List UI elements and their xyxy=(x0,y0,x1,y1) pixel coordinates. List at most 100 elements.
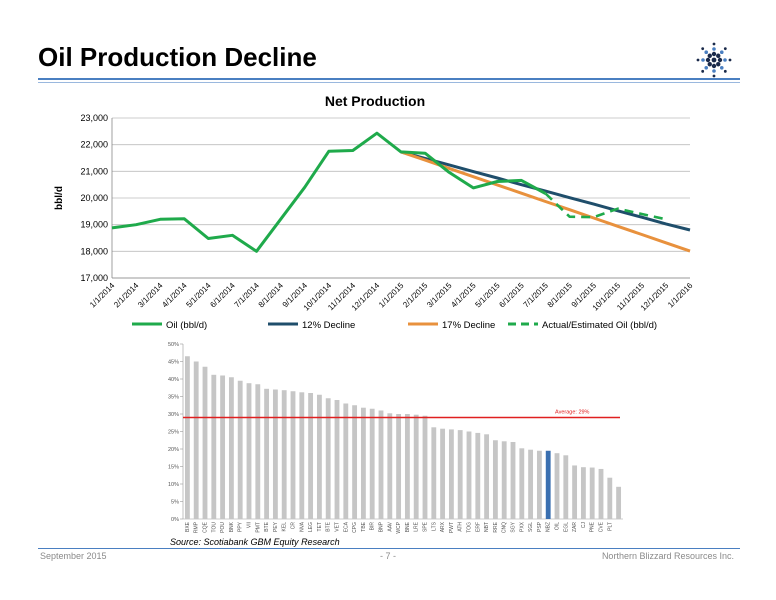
logo-dot xyxy=(711,63,717,69)
bar-BNE xyxy=(404,414,410,519)
bar-RMP xyxy=(193,361,199,519)
bar-PEY xyxy=(272,389,278,519)
x-tick-label: PXX xyxy=(519,521,525,532)
x-tick-label: 5/1/2015 xyxy=(473,281,502,310)
x-tick-label: TET xyxy=(317,522,323,531)
bar-CVE xyxy=(598,468,604,519)
logo-dot xyxy=(705,57,711,63)
x-tick-label: BXE xyxy=(185,521,191,532)
x-tick-label: PLT xyxy=(607,522,613,531)
x-tick-label: BIR xyxy=(370,522,376,531)
logo-dot xyxy=(728,58,732,62)
x-tick-label: 7/1/2014 xyxy=(233,281,262,310)
x-tick-label: VII xyxy=(247,522,253,528)
bar-VET xyxy=(334,400,340,519)
x-tick-label: PSP xyxy=(537,521,543,532)
x-tick-label: KEL xyxy=(282,522,288,532)
chart-title: Net Production xyxy=(325,93,425,109)
y-tick-label: 30% xyxy=(168,412,179,418)
x-tick-label: ARX xyxy=(440,521,446,532)
bar-BTE xyxy=(264,388,270,519)
y-tick-label: 10% xyxy=(168,482,179,488)
bar-NVA xyxy=(299,392,305,519)
x-tick-label: 8/1/2014 xyxy=(257,281,286,310)
average-label: Average: 29% xyxy=(555,410,590,416)
x-tick-label: PWT xyxy=(449,522,455,533)
logo-dot xyxy=(719,65,724,70)
bar-EGL xyxy=(563,455,569,519)
logo-dot xyxy=(716,62,721,67)
bar-TOU xyxy=(211,374,217,519)
snowflake-icon xyxy=(696,42,732,78)
x-tick-label: CPG xyxy=(352,522,358,533)
x-tick-label: RRE xyxy=(493,521,499,532)
y-tick-label: 40% xyxy=(168,377,179,383)
footer-date: September 2015 xyxy=(40,551,107,561)
x-tick-label: 6/1/2014 xyxy=(208,281,237,310)
bar-BIR xyxy=(369,408,375,519)
logo-dot xyxy=(712,47,716,51)
logo-dot xyxy=(704,50,709,55)
bar-ECA xyxy=(343,403,349,519)
bar-TBE xyxy=(360,407,366,519)
bar-ZAR xyxy=(572,465,578,519)
x-tick-label: CNQ xyxy=(502,522,508,533)
logo-dot xyxy=(723,58,727,62)
bar-CJ xyxy=(580,467,586,519)
y-tick-label: 20,000 xyxy=(80,193,108,203)
footer-page-number: - 7 - xyxy=(380,551,397,561)
x-tick-label: 2/1/2014 xyxy=(112,281,141,310)
x-tick-label: SGY xyxy=(511,521,517,532)
x-tick-label: ATH xyxy=(458,522,464,532)
page-title: Oil Production Decline xyxy=(38,42,317,72)
x-tick-label: 7/1/2015 xyxy=(522,281,551,310)
logo-center-dot xyxy=(711,57,717,63)
bar-CR xyxy=(290,391,296,519)
bar-TET xyxy=(316,394,322,519)
y-tick-label: 15% xyxy=(168,465,179,471)
x-tick-label: BNP xyxy=(379,521,385,532)
x-tick-label: TBE xyxy=(361,521,367,531)
bar-TOG xyxy=(466,431,472,519)
logo-dot xyxy=(716,53,721,58)
x-tick-label: PNE xyxy=(590,521,596,532)
decline-rate-bar-chart: 0% 5% 10% 15% 20% 25% 30% 35% 40% 45% 50% BXE RMP CQE… xyxy=(168,342,623,534)
bar-PMT xyxy=(255,384,261,519)
x-tick-label: 4/1/2015 xyxy=(449,281,478,310)
x-tick-label: SGL xyxy=(528,522,534,532)
logo-dot xyxy=(707,53,712,58)
bar-ERF xyxy=(475,432,481,519)
y-tick-label: 25% xyxy=(168,430,179,436)
bar-WCP xyxy=(396,414,402,519)
x-tick-label: PEY xyxy=(273,521,279,532)
bar-RRE xyxy=(492,440,498,519)
bar-LRE xyxy=(413,414,419,519)
logo-dot xyxy=(712,42,716,46)
x-tick-label: 4/1/2014 xyxy=(160,281,189,310)
logo-dot xyxy=(723,47,727,51)
x-tick-label: BNE xyxy=(405,521,411,532)
y-tick-label: 18,000 xyxy=(80,246,108,256)
x-tick-label: BTE xyxy=(326,521,332,531)
bar-BNP xyxy=(378,410,384,519)
x-tick-label: CJ xyxy=(581,522,587,529)
y-tick-label: 20% xyxy=(168,447,179,453)
x-tick-label: 1/1/2014 xyxy=(88,281,117,310)
bar-NBZ xyxy=(545,450,551,519)
y-tick-label: 5% xyxy=(171,500,179,506)
net-production-chart: Net Production 17,000 18,000 19,000 20,000 21… xyxy=(54,93,695,331)
x-tick-label: EGL xyxy=(563,522,569,532)
bar-OIL xyxy=(554,453,560,519)
bar-PNE xyxy=(589,467,595,519)
bar-LEG xyxy=(308,393,314,519)
bar-BNK xyxy=(228,377,234,519)
x-tick-label: LEG xyxy=(308,522,314,532)
y-tick-label: 17,000 xyxy=(80,273,108,283)
x-tick-label: SPE xyxy=(423,521,429,532)
x-tick-label: LTS xyxy=(431,521,437,530)
title-divider xyxy=(38,78,740,80)
y-axis-label: bbl/d xyxy=(54,186,65,210)
bar-KEL xyxy=(281,390,287,519)
bar-BTE xyxy=(325,398,331,519)
bar-PPY xyxy=(237,380,243,519)
